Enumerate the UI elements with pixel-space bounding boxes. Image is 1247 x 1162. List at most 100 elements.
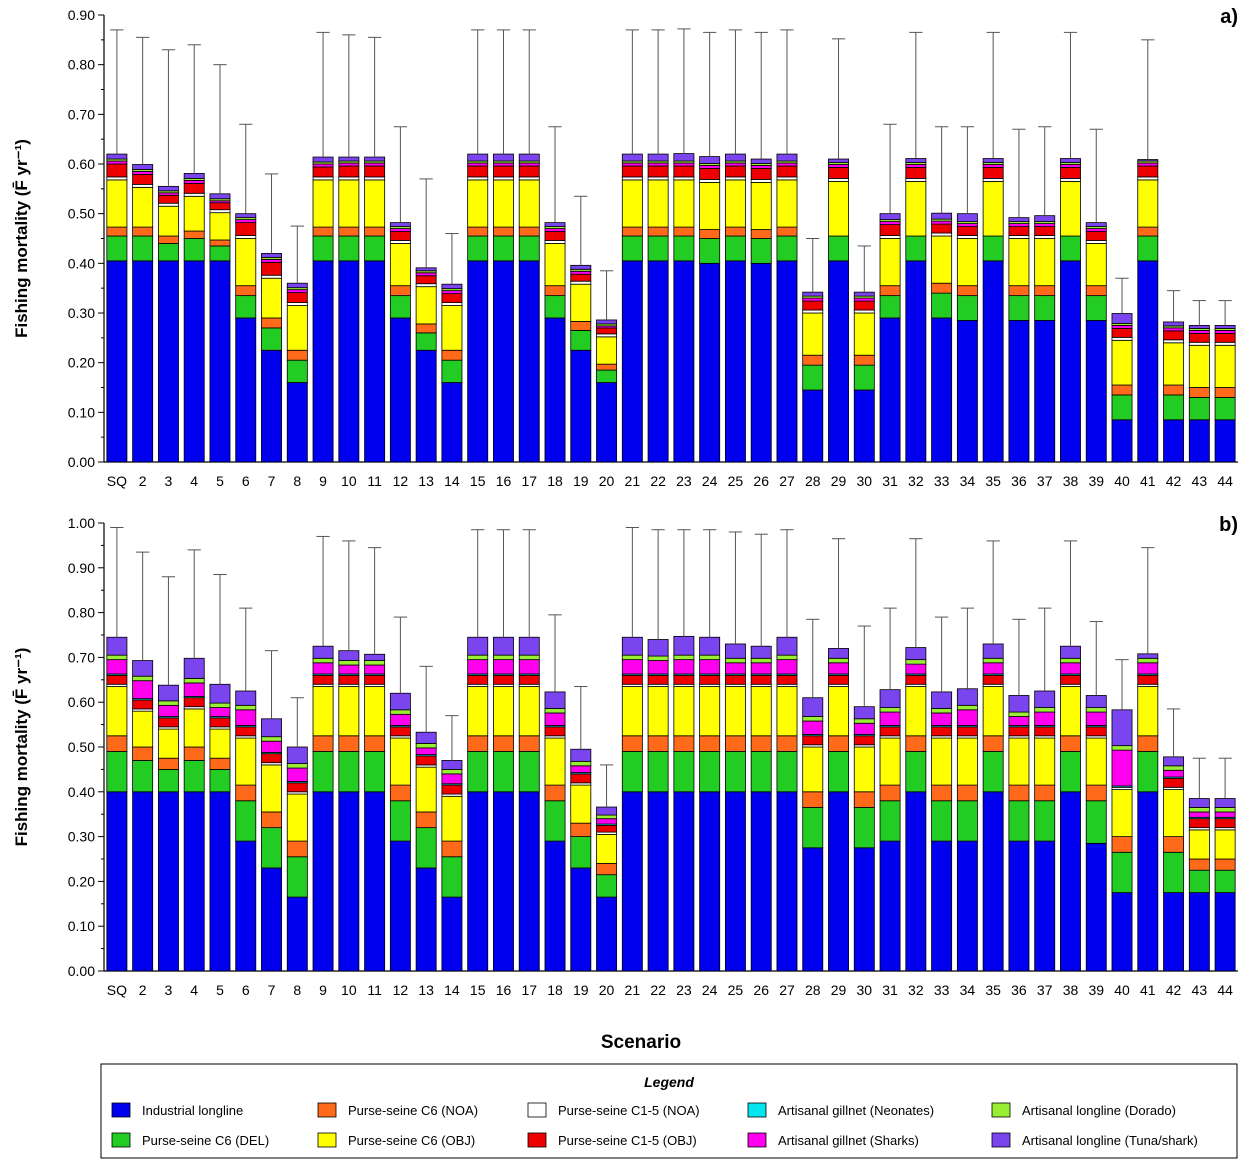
bar-segment bbox=[1137, 735, 1159, 752]
bar-segment bbox=[1214, 811, 1236, 818]
bar-segment bbox=[673, 635, 695, 656]
bar-segment bbox=[1085, 320, 1107, 463]
bar-segment bbox=[312, 674, 334, 685]
bar-segment bbox=[724, 162, 746, 167]
x-tick-label: 24 bbox=[702, 982, 718, 998]
x-tick-label: 40 bbox=[1114, 473, 1130, 489]
bar-segment bbox=[441, 840, 463, 858]
bar-segment bbox=[286, 349, 308, 361]
bar-segment bbox=[312, 176, 334, 181]
bar-segment bbox=[183, 657, 205, 679]
x-tick-label: 25 bbox=[728, 473, 744, 489]
bar-segment bbox=[544, 784, 566, 802]
x-tick-label: 30 bbox=[857, 473, 873, 489]
bar-segment bbox=[982, 164, 1004, 168]
bar-segment bbox=[235, 285, 257, 297]
bar-segment bbox=[931, 232, 953, 237]
bar-segment bbox=[647, 735, 669, 752]
x-tick-label: 14 bbox=[444, 982, 460, 998]
bar-segment bbox=[441, 283, 463, 290]
bar-segment bbox=[518, 153, 540, 162]
y-tick-label: 0.40 bbox=[68, 255, 95, 271]
y-axis-label: Fishing mortality (F̄ yr⁻¹) bbox=[12, 648, 31, 847]
bar-segment bbox=[1085, 295, 1107, 321]
bar-segment bbox=[724, 751, 746, 793]
bar-segment bbox=[1188, 811, 1210, 818]
y-tick-label: 0.70 bbox=[68, 649, 95, 665]
bar-segment bbox=[673, 659, 695, 675]
bar-segment bbox=[879, 707, 901, 713]
bar-segment bbox=[905, 674, 927, 685]
y-tick-label: 0.70 bbox=[68, 106, 95, 122]
bar-segment bbox=[596, 806, 618, 816]
bar-segment bbox=[209, 245, 231, 262]
bar-segment bbox=[261, 252, 282, 258]
bar-segment bbox=[1188, 332, 1210, 343]
x-tick-label: 3 bbox=[165, 982, 173, 998]
legend-label: Purse-seine C6 (OBJ) bbox=[348, 1133, 475, 1148]
bar-segment bbox=[621, 659, 643, 675]
bar-segment bbox=[596, 382, 618, 463]
bar-segment bbox=[183, 746, 205, 761]
x-tick-label: 42 bbox=[1166, 982, 1182, 998]
x-tick-label: 35 bbox=[985, 982, 1001, 998]
bar-segment bbox=[699, 238, 721, 264]
x-tick-label: 19 bbox=[573, 982, 589, 998]
y-tick-label: 0.60 bbox=[68, 694, 95, 710]
bar-segment bbox=[209, 202, 231, 211]
bar-segment bbox=[1188, 325, 1210, 329]
bar-segment bbox=[1008, 295, 1030, 321]
bar-segment bbox=[157, 717, 179, 728]
bar-segment bbox=[1111, 327, 1133, 338]
bar-segment bbox=[157, 260, 179, 463]
bar-segment bbox=[879, 737, 901, 786]
bar-segment bbox=[261, 753, 282, 764]
bar-segment bbox=[183, 192, 205, 197]
bar-segment bbox=[1188, 829, 1210, 860]
bar-segment bbox=[1163, 342, 1185, 386]
x-tick-label: 13 bbox=[418, 982, 434, 998]
bar-segment bbox=[956, 226, 978, 236]
bar-segment bbox=[415, 286, 437, 325]
bar-segment bbox=[415, 275, 437, 285]
bar-segment bbox=[441, 896, 463, 972]
bar-segment bbox=[982, 686, 1004, 737]
bar-segment bbox=[1034, 226, 1056, 236]
bar-segment bbox=[1034, 235, 1056, 239]
bar-segment bbox=[1188, 818, 1210, 829]
legend: Legend Industrial longline Purse-seine C6 … bbox=[100, 1063, 1238, 1159]
bar-segment bbox=[1111, 709, 1133, 747]
bar-segment bbox=[647, 674, 669, 685]
bar-segment bbox=[956, 295, 978, 321]
bar-segment bbox=[776, 686, 798, 737]
bar-segment bbox=[1214, 829, 1236, 860]
bar-segment bbox=[518, 226, 540, 237]
bar-segment bbox=[724, 179, 746, 228]
bar-segment bbox=[183, 238, 205, 262]
bar-segment bbox=[570, 283, 592, 322]
bar-segment bbox=[286, 840, 308, 858]
bar-segment bbox=[828, 662, 849, 675]
bar-segment bbox=[673, 226, 695, 237]
x-tick-label: 23 bbox=[676, 473, 692, 489]
bar-segment bbox=[261, 718, 282, 738]
bar-segment bbox=[1214, 387, 1236, 398]
y-tick-label: 0.20 bbox=[68, 873, 95, 889]
bar-segment bbox=[879, 784, 901, 802]
bar-segment bbox=[1060, 178, 1081, 182]
bar-segment bbox=[570, 748, 592, 762]
bar-segment bbox=[596, 333, 618, 338]
bar-segment bbox=[544, 708, 566, 714]
legend-swatch bbox=[747, 1102, 767, 1118]
bar-segment bbox=[183, 195, 205, 232]
bar-segment bbox=[1188, 858, 1210, 871]
bar-segment bbox=[570, 329, 592, 351]
bar-segment bbox=[905, 647, 927, 661]
bar-segment bbox=[879, 711, 901, 726]
bar-segment bbox=[956, 726, 978, 737]
x-tick-label: 31 bbox=[882, 473, 898, 489]
x-tick-label: 24 bbox=[702, 473, 718, 489]
bar-segment bbox=[106, 654, 128, 661]
bar-segment bbox=[312, 657, 334, 664]
bar-segment bbox=[518, 260, 540, 463]
